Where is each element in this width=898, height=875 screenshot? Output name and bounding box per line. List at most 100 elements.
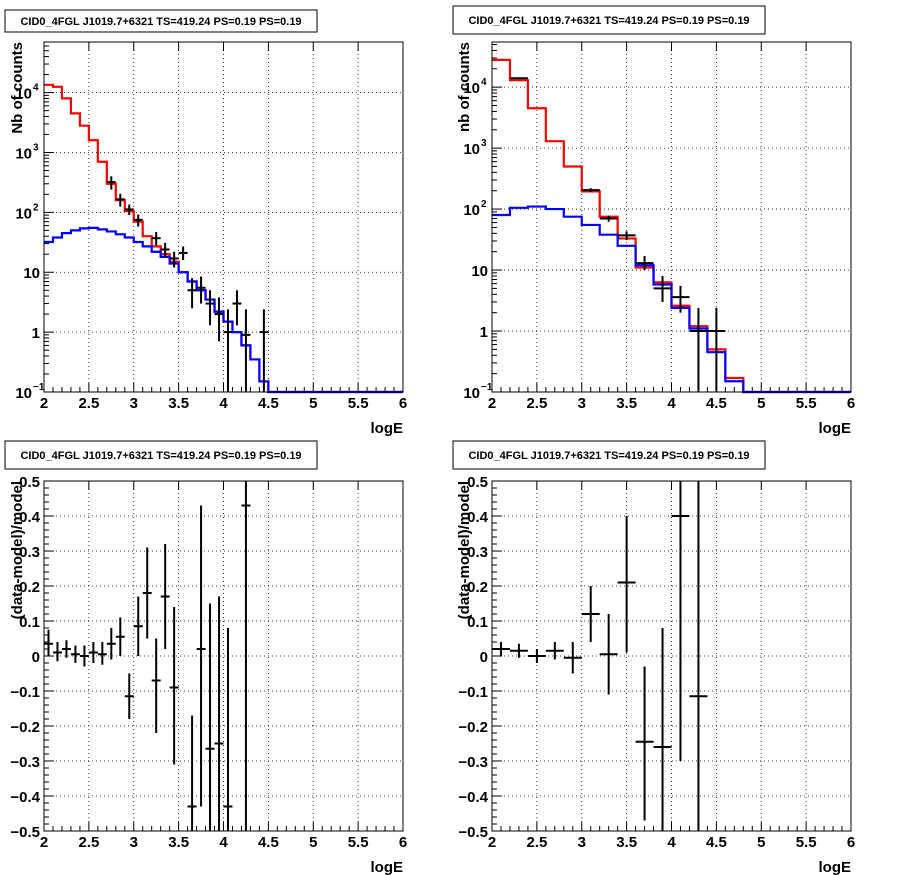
y-tick-label: 0.4	[467, 509, 489, 526]
chart-title: CID0_4FGL J1019.7+6321 TS=419.24 PS=0.19…	[468, 15, 749, 27]
y-tick-exponent: 4	[481, 77, 487, 88]
x-tick-label: 3	[578, 834, 586, 851]
y-tick-label: 0.1	[19, 614, 40, 631]
x-tick-label: 4	[667, 834, 676, 851]
y-tick-label: −0.2	[458, 719, 488, 736]
y-tick-exponent: 4	[33, 83, 39, 94]
x-tick-label: 3	[578, 395, 586, 412]
data-point	[169, 251, 179, 268]
chart-title: CID0_4FGL J1019.7+6321 TS=419.24 PS=0.19…	[20, 450, 301, 462]
y-tick-label: 10 2	[15, 202, 39, 222]
y-tick-label: 0.4	[19, 509, 41, 526]
data-point	[160, 544, 170, 649]
data-point	[133, 596, 143, 656]
counts-panel-right: CID0_4FGL J1019.7+6321 TS=419.24 PS=0.19…	[452, 5, 855, 437]
data-point	[187, 715, 197, 831]
data-point	[151, 638, 161, 733]
data-point	[671, 285, 690, 313]
x-tick-label: 4.5	[258, 395, 279, 412]
data-point	[44, 629, 53, 656]
x-axis-title: logE	[819, 859, 852, 875]
y-tick-label: 10	[471, 263, 488, 280]
data-point	[106, 176, 116, 190]
x-tick-label: 4	[667, 395, 676, 412]
data-point	[124, 673, 134, 719]
y-tick-label: 10 −1	[15, 382, 45, 402]
y-tick-label: 0.2	[19, 579, 40, 596]
x-tick-label: 5	[309, 395, 317, 412]
chart-title: CID0_4FGL J1019.7+6321 TS=419.24 PS=0.19…	[20, 16, 301, 28]
data-point	[689, 481, 708, 831]
y-tick-label: 0.3	[19, 544, 40, 561]
chart-title: CID0_4FGL J1019.7+6321 TS=419.24 PS=0.19…	[468, 450, 749, 462]
data-point	[187, 278, 197, 309]
title-box	[4, 9, 318, 33]
x-tick-label: 6	[399, 834, 407, 851]
data-point	[581, 188, 600, 193]
data-point	[97, 642, 107, 665]
y-axis-title: (data-model)/model	[456, 481, 473, 619]
data-point	[196, 505, 206, 807]
data-point	[707, 307, 726, 392]
y-tick-base: 10	[463, 202, 480, 219]
y-tick-label: 1	[480, 324, 488, 341]
y-tick-label: −0.1	[10, 684, 40, 701]
y-tick-label: −0.3	[458, 754, 488, 771]
y-tick-label: 0.3	[467, 544, 488, 561]
data-point	[689, 307, 708, 392]
x-tick-label: 3.5	[168, 834, 189, 851]
data-point	[241, 481, 251, 831]
data-point	[617, 516, 636, 653]
y-tick-base: 1	[480, 324, 488, 341]
y-tick-label: 10 4	[15, 83, 39, 103]
y-tick-label: 0	[32, 649, 40, 666]
y-tick-base: 10	[463, 141, 480, 158]
y-tick-label: −0.4	[10, 789, 40, 806]
data-point	[527, 649, 546, 663]
y-tick-base: 10	[15, 385, 32, 402]
data-point	[599, 215, 618, 222]
data-point	[259, 309, 269, 392]
residuals-panel-right: CID0_4FGL J1019.7+6321 TS=419.24 PS=0.19…	[452, 440, 855, 875]
data-point	[563, 642, 582, 674]
y-tick-label: 10 4	[463, 77, 487, 97]
x-axis-title: logE	[371, 420, 404, 437]
plot-frame	[491, 480, 852, 832]
counts-panel-left: CID0_4FGL J1019.7+6321 TS=419.24 PS=0.19…	[4, 9, 407, 437]
y-tick-base: 10	[15, 205, 32, 222]
data-point	[241, 309, 251, 392]
y-tick-label: −0.1	[458, 684, 488, 701]
y-tick-label: 10	[23, 265, 40, 282]
y-tick-exponent: −1	[33, 382, 45, 393]
data-point	[214, 297, 224, 342]
data-point	[492, 642, 510, 656]
data-point	[635, 256, 654, 271]
x-tick-label: 4	[219, 834, 228, 851]
x-tick-label: 6	[399, 395, 407, 412]
x-tick-label: 3.5	[616, 834, 637, 851]
y-tick-label: 0.5	[19, 474, 40, 491]
y-tick-label: 10 2	[463, 199, 487, 219]
source-model-histogram	[44, 226, 403, 394]
x-tick-label: 2.5	[526, 834, 547, 851]
plot-frame	[43, 41, 404, 393]
x-tick-label: 5	[757, 395, 765, 412]
y-tick-base: 10	[463, 80, 480, 97]
plot-frame	[491, 41, 852, 393]
data-point	[509, 77, 528, 80]
data-point	[61, 640, 71, 658]
data-point	[115, 617, 125, 656]
x-tick-label: 2.5	[78, 395, 99, 412]
title-box	[452, 440, 766, 470]
x-tick-label: 4.5	[258, 834, 279, 851]
x-tick-label: 2	[488, 834, 496, 851]
x-tick-label: 3.5	[616, 395, 637, 412]
data-point	[169, 607, 179, 765]
y-tick-label: 10 3	[463, 138, 487, 158]
x-axis-title: logE	[819, 420, 852, 437]
x-tick-label: 2	[40, 395, 48, 412]
y-tick-label: −0.3	[10, 754, 40, 771]
x-tick-label: 5.5	[348, 395, 369, 412]
y-tick-label: 1	[32, 325, 40, 342]
